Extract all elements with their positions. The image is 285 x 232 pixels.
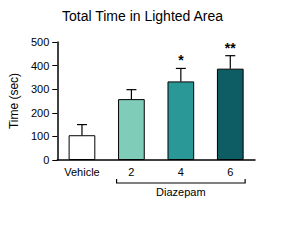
svg-text:0: 0 xyxy=(43,154,49,166)
svg-text:4: 4 xyxy=(178,166,184,178)
svg-text:500: 500 xyxy=(31,36,49,48)
svg-text:Total Time in Lighted Area: Total Time in Lighted Area xyxy=(62,8,223,24)
svg-text:2: 2 xyxy=(128,166,134,178)
svg-text:400: 400 xyxy=(31,60,49,72)
svg-text:**: ** xyxy=(225,40,236,56)
svg-text:Time (sec): Time (sec) xyxy=(7,73,21,129)
svg-text:200: 200 xyxy=(31,107,49,119)
svg-text:*: * xyxy=(178,52,184,68)
svg-text:Vehicle: Vehicle xyxy=(64,166,99,178)
svg-text:100: 100 xyxy=(31,130,49,142)
svg-text:300: 300 xyxy=(31,83,49,95)
svg-text:Diazepam: Diazepam xyxy=(156,186,206,198)
svg-text:6: 6 xyxy=(227,166,233,178)
